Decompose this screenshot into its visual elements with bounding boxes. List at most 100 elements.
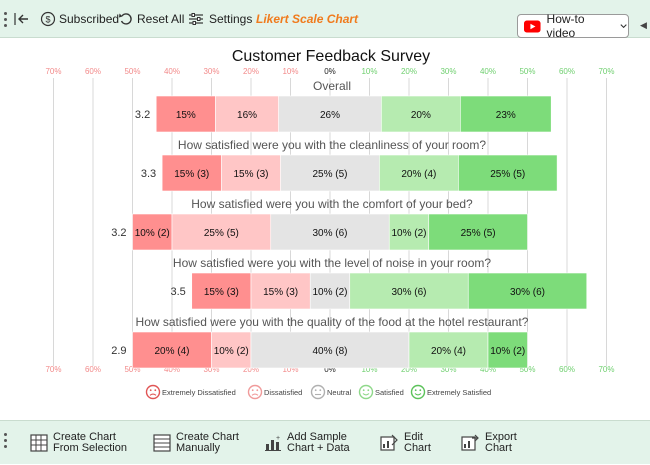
- tick-label: 30%: [440, 67, 456, 76]
- face-mouth: [149, 393, 157, 396]
- bar-segment: [132, 331, 212, 369]
- create-manually-line2: Manually: [176, 442, 221, 454]
- create-manually-line1: Create Chart: [176, 431, 239, 443]
- table-selection-icon: [30, 434, 48, 452]
- how-to-video-label: How-to video: [546, 12, 585, 40]
- bar-segment: [155, 95, 216, 133]
- face-eye: [367, 389, 370, 392]
- drag-handle-icon[interactable]: [4, 12, 8, 28]
- dollar-icon: $: [40, 11, 56, 27]
- tick-label: 30%: [440, 365, 456, 374]
- collapse-arrow-icon[interactable]: ◀: [640, 20, 647, 30]
- face-eye: [251, 389, 254, 392]
- face-eye: [319, 389, 322, 392]
- tick-label: 70%: [598, 67, 614, 76]
- mean-score-label: 2.9: [111, 345, 126, 357]
- tick-label: 30%: [203, 365, 219, 374]
- tick-label: 0%: [324, 365, 336, 374]
- back-button[interactable]: [14, 0, 30, 38]
- face-mouth: [414, 393, 422, 396]
- youtube-icon: [524, 20, 541, 32]
- tick-label: 70%: [598, 365, 614, 374]
- bar-segment: [467, 272, 588, 310]
- question-label: How satisfied were you with the level of…: [173, 256, 491, 270]
- tick-label: 70%: [45, 365, 61, 374]
- mean-score-label: 3.5: [170, 286, 185, 298]
- data-label: 23%: [496, 110, 516, 121]
- bar-segment: [250, 331, 410, 369]
- add-sample-button[interactable]: + Add Sample Chart + Data: [264, 421, 350, 465]
- question-label: How satisfied were you with the cleanlin…: [178, 138, 486, 152]
- data-label: 16%: [237, 110, 257, 121]
- tick-label: 60%: [85, 365, 101, 374]
- bar-segment: [379, 154, 459, 192]
- face-eye: [256, 389, 259, 392]
- data-label: 25% (5): [312, 169, 347, 180]
- create-from-selection-button[interactable]: Create Chart From Selection: [30, 421, 127, 465]
- tick-label: 10%: [361, 365, 377, 374]
- export-chart-line1: Export: [485, 431, 517, 443]
- face-eye: [414, 389, 417, 392]
- export-chart-button[interactable]: Export Chart: [461, 421, 517, 465]
- add-sample-line2: Chart + Data: [287, 442, 350, 454]
- settings-button[interactable]: Settings: [188, 0, 252, 38]
- data-label: 20% (4): [154, 346, 189, 357]
- face-mouth: [251, 393, 259, 396]
- tick-label: 50%: [124, 365, 140, 374]
- subscribed-button[interactable]: $ Subscribed: [40, 0, 119, 38]
- tick-label: 60%: [559, 67, 575, 76]
- bar-segment: [215, 95, 279, 133]
- bottom-drag-handle-icon[interactable]: [4, 433, 8, 449]
- data-label: 10% (2): [490, 346, 525, 357]
- data-label: 26%: [320, 110, 340, 121]
- svg-text:+: +: [276, 435, 280, 442]
- how-to-video-button[interactable]: How-to video: [517, 12, 629, 40]
- tick-label: 20%: [401, 67, 417, 76]
- bar-segment: [408, 331, 489, 369]
- legend-label: Dissatisfied: [264, 388, 302, 397]
- tick-label: 10%: [282, 67, 298, 76]
- bar-segment: [171, 213, 272, 251]
- reset-all-button[interactable]: Reset All: [118, 0, 184, 38]
- face-eye: [362, 389, 365, 392]
- edit-chart-button[interactable]: Edit Chart: [380, 421, 431, 465]
- create-from-selection-line1: Create Chart: [53, 431, 116, 443]
- tick-label: 40%: [164, 365, 180, 374]
- face-eye: [149, 389, 152, 392]
- data-label: 25% (5): [461, 228, 496, 239]
- data-label: 15% (3): [263, 287, 298, 298]
- bar-segment: [309, 272, 351, 310]
- table-manual-icon: [153, 434, 171, 452]
- legend-label: Extremely Dissatisfied: [162, 388, 236, 397]
- data-label: 15% (3): [204, 287, 239, 298]
- tick-label: 20%: [243, 365, 259, 374]
- bar-segment: [161, 154, 222, 192]
- data-label: 30% (6): [391, 287, 426, 298]
- data-label: 10% (2): [214, 346, 249, 357]
- create-manually-button[interactable]: Create Chart Manually: [153, 421, 239, 465]
- data-label: 20% (4): [431, 346, 466, 357]
- reset-icon: [119, 13, 132, 25]
- settings-label: Settings: [209, 12, 253, 26]
- subscribed-label: Subscribed: [59, 12, 120, 26]
- bar-segment: [487, 331, 528, 369]
- data-label: 20%: [411, 110, 431, 121]
- face-eye: [419, 389, 422, 392]
- bar-segment: [388, 213, 430, 251]
- chevron-down-icon: [620, 24, 627, 29]
- tick-label: 50%: [519, 365, 535, 374]
- data-label: 10% (2): [391, 228, 426, 239]
- sad-face-icon: [145, 384, 161, 400]
- sad-face-icon: [247, 384, 263, 400]
- tick-label: 30%: [203, 67, 219, 76]
- bar-segment: [428, 213, 528, 251]
- tick-label: 40%: [480, 67, 496, 76]
- reset-all-label: Reset All: [137, 12, 185, 26]
- legend-label: Satisfied: [375, 388, 404, 397]
- bottom-toolbar: Create Chart From Selection Create Chart…: [0, 420, 650, 464]
- bar-segment: [132, 213, 173, 251]
- face-eye: [154, 389, 157, 392]
- happy-face-icon: [410, 384, 426, 400]
- legend-label: Extremely Satisfied: [427, 388, 491, 397]
- question-label: How satisfied were you with the comfort …: [191, 197, 473, 211]
